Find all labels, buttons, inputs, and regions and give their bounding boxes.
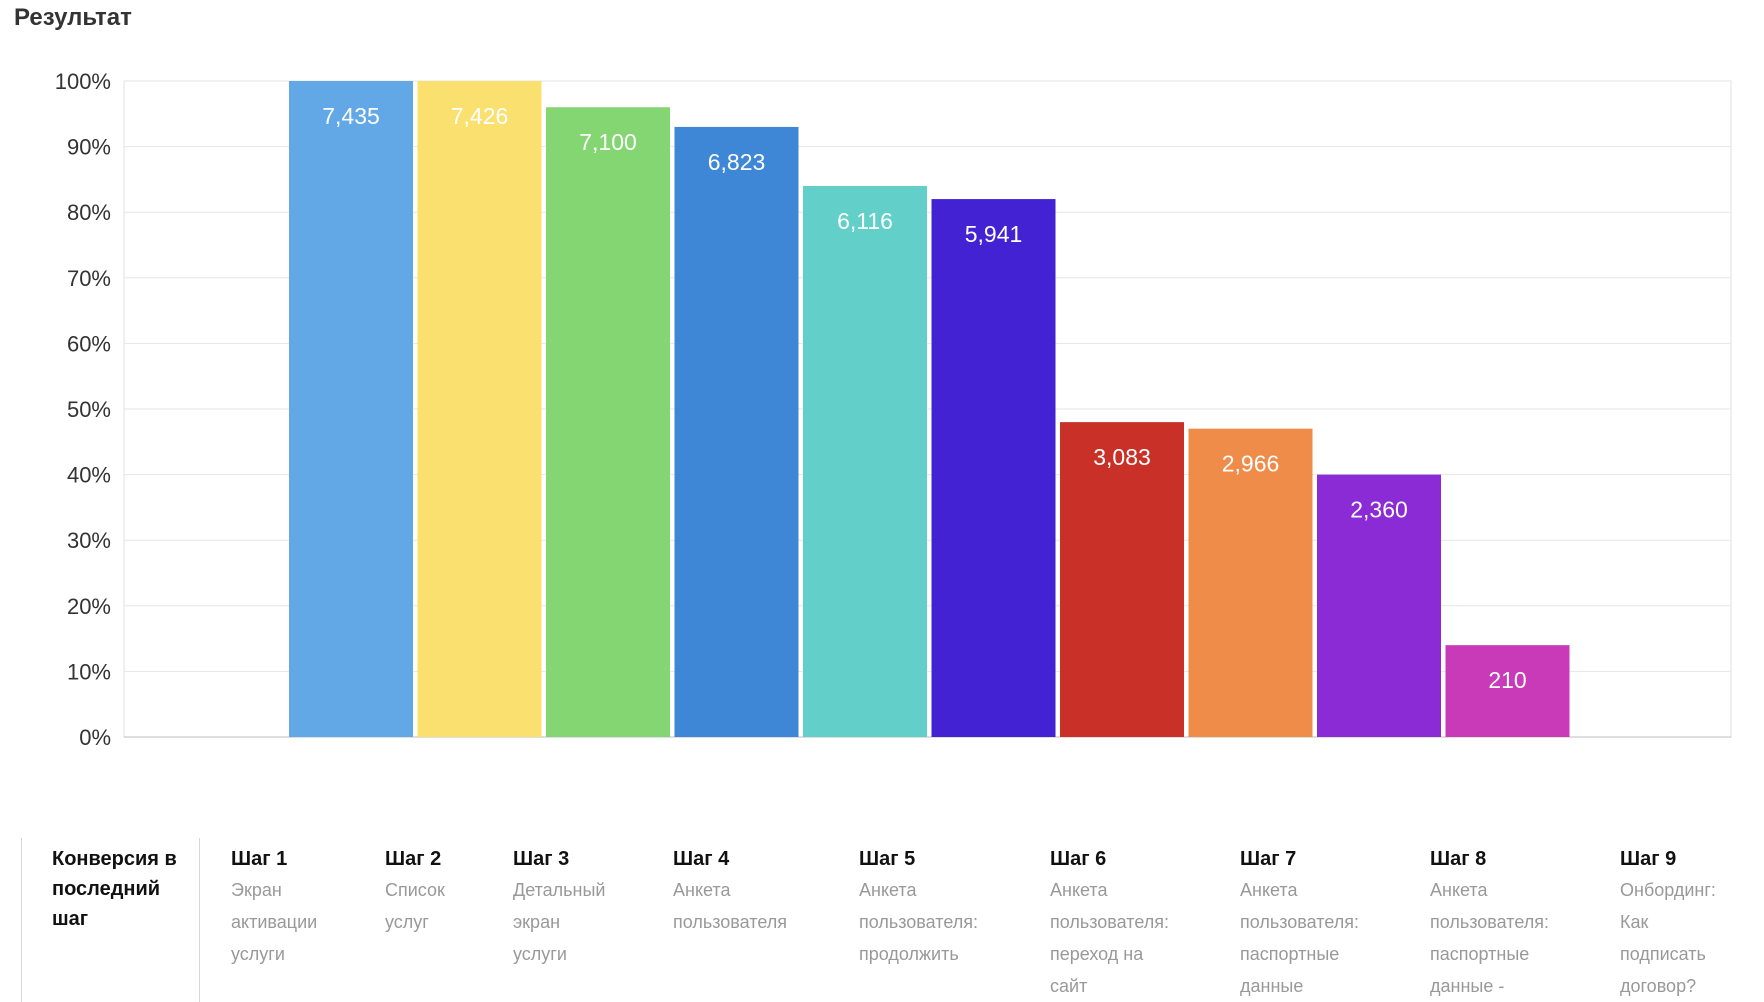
step-title: Шаг 5 (859, 848, 916, 870)
bar (803, 185, 927, 737)
step-7: Шаг 7 Анкета пользователя: паспортные да… (1240, 844, 1359, 1002)
bar-value-label: 2,966 (1222, 451, 1280, 477)
step-title: Шаг 6 (1050, 848, 1107, 870)
y-tick-label: 90% (67, 135, 111, 160)
funnel-bar-chart: 0%10%20%30%40%50%60%70%80%90%100% 7,435 7… (55, 69, 1732, 750)
step-title: Шаг 2 (385, 848, 442, 870)
row-header: Конверсия в последний шаг (52, 848, 177, 930)
step-desc: Анкета пользователя (673, 880, 787, 932)
bar-value-label: 6,116 (837, 208, 893, 234)
bar (546, 107, 670, 738)
step-8: Шаг 8 Анкета пользователя: паспортные да… (1430, 844, 1549, 1002)
step-9: Шаг 9 Онбординг: Как подписать договор? (1620, 844, 1716, 1002)
step-4: Шаг 4 Анкета пользователя (673, 844, 787, 938)
bar-value-label: 7,435 (322, 103, 380, 129)
step-2: Шаг 2 Список услуг (385, 844, 445, 938)
step-desc: Детальный экран услуги (513, 880, 606, 964)
bar-labels: 7,435 7,426 7,100 6,823 6,116 5,941 3,083 2,966… (322, 103, 1526, 693)
table-divider-left (21, 838, 22, 1002)
step-title: Шаг 8 (1430, 848, 1487, 870)
y-tick-label: 40% (67, 463, 111, 488)
step-desc: Анкета пользователя: паспортные данные (1240, 880, 1359, 996)
step-desc: Список услуг (385, 880, 445, 932)
bar (1188, 428, 1313, 737)
step-1: Шаг 1 Экран активации услуги (231, 844, 317, 970)
bar (1060, 422, 1184, 737)
bar (417, 81, 542, 737)
step-title: Шаг 4 (673, 848, 730, 870)
bar-value-label: 7,426 (451, 103, 509, 129)
bar (1317, 474, 1441, 737)
step-6: Шаг 6 Анкета пользователя: переход на са… (1050, 844, 1169, 1002)
table-divider (199, 838, 200, 1002)
bar-value-label: 2,360 (1350, 497, 1408, 523)
step-title: Шаг 1 (231, 848, 288, 870)
y-tick-label: 80% (67, 200, 111, 225)
step-desc: Анкета пользователя: паспортные данные - (1430, 880, 1549, 996)
y-tick-label: 30% (67, 528, 111, 553)
bar-value-label: 3,083 (1093, 444, 1151, 470)
bar-value-label: 6,823 (708, 149, 766, 175)
y-tick-label: 60% (67, 331, 111, 356)
bars (289, 81, 1570, 738)
bar-value-label: 7,100 (579, 129, 637, 155)
bar (674, 126, 799, 738)
y-tick-label: 100% (55, 69, 111, 94)
step-3: Шаг 3 Детальный экран услуги (513, 844, 605, 970)
bar (289, 81, 413, 737)
step-title: Шаг 3 (513, 848, 570, 870)
y-axis-ticks: 0% 10% 20% 30% 40% 50% 60% 70% 80% 90% 100% (55, 69, 111, 750)
y-tick-label: 50% (67, 397, 111, 422)
step-desc: Онбординг: Как подписать договор? (1620, 880, 1716, 996)
y-tick-label: 20% (67, 594, 111, 619)
bar (1445, 645, 1570, 737)
y-tick-label: 0% (79, 725, 111, 750)
bar-value-label: 5,941 (965, 221, 1023, 247)
y-tick-label: 10% (67, 659, 111, 684)
step-desc: Экран активации услуги (231, 880, 318, 964)
step-5: Шаг 5 Анкета пользователя: продолжить (859, 844, 978, 970)
page-title: Результат (14, 4, 132, 31)
step-desc: Анкета пользователя: продолжить (859, 880, 978, 964)
bar-value-label: 210 (1488, 667, 1526, 693)
y-tick-label: 70% (67, 266, 111, 291)
step-desc: Анкета пользователя: переход на сайт (1050, 880, 1169, 996)
step-title: Шаг 7 (1240, 848, 1297, 870)
bar (931, 199, 1056, 737)
steps-table: Конверсия в последний шаг Шаг 1 Экран ак… (0, 838, 1764, 1002)
step-title: Шаг 9 (1620, 848, 1677, 870)
